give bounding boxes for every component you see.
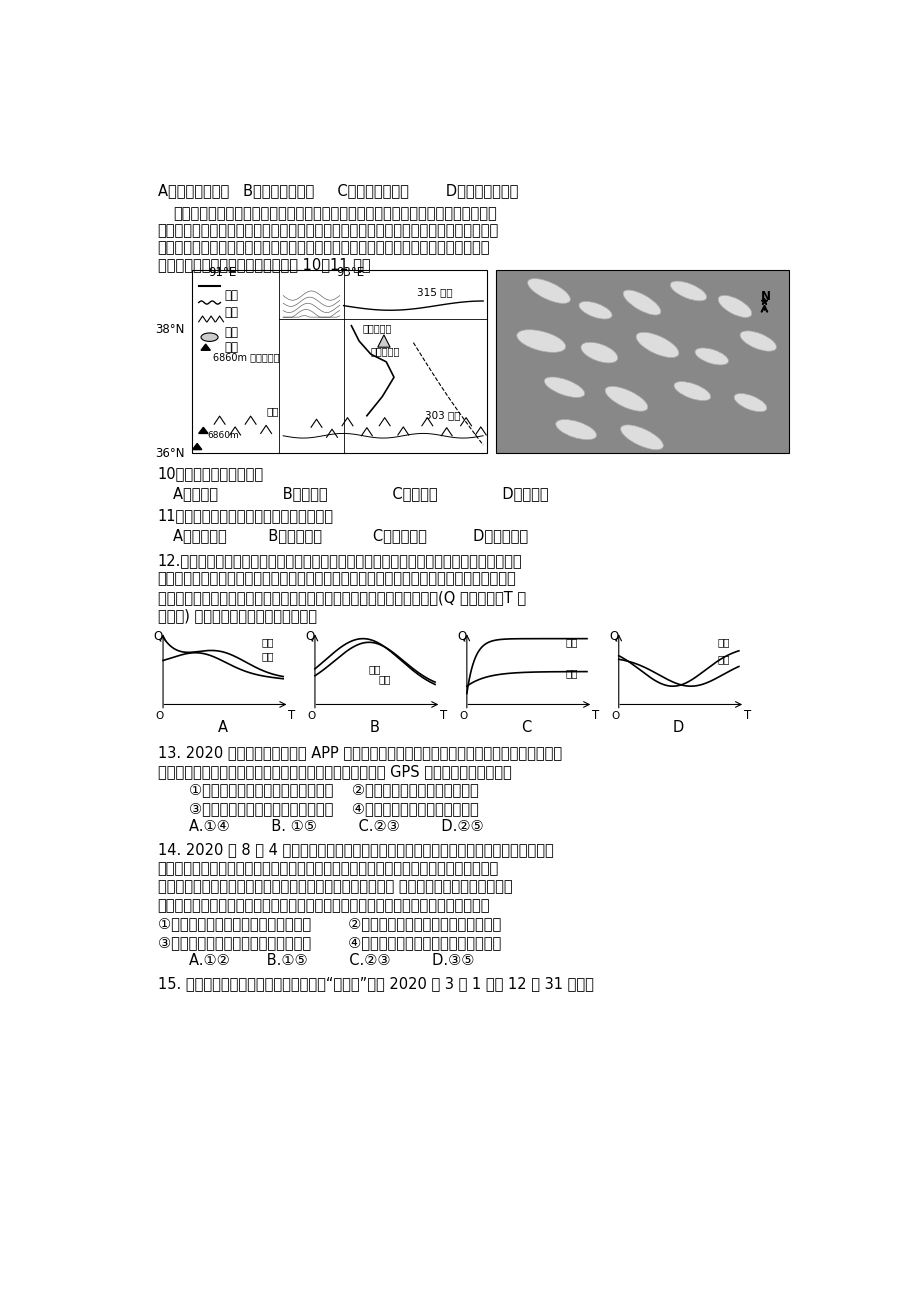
Text: O: O xyxy=(459,711,467,720)
Ellipse shape xyxy=(694,348,728,365)
Text: 以满足，口罩价格下降。疫情结束后，口罩供求将进一步回归常态。下图(Q 代表数量，T 代: 以满足，口罩价格下降。疫情结束后，口罩供求将进一步回归常态。下图(Q 代表数量，… xyxy=(157,590,525,604)
Text: 38°N: 38°N xyxy=(155,323,185,336)
Text: 公路: 公路 xyxy=(224,289,238,302)
Text: A．茂草容易腐烂   B．地震破坏墙体     C．大风吹翻屋顶        D．暴雨冲毁泥墙: A．茂草容易腐烂 B．地震破坏墙体 C．大风吹翻屋顶 D．暴雨冲毁泥墙 xyxy=(157,184,517,198)
Ellipse shape xyxy=(201,333,218,341)
Text: ③研发替代品可减少对相关商品需求    ④新的消费需求决定了生产发展: ③研发替代品可减少对相关商品需求 ④新的消费需求决定了生产发展 xyxy=(188,801,478,816)
Ellipse shape xyxy=(733,393,766,411)
Ellipse shape xyxy=(580,342,618,363)
Text: 内上市审核流程，符合相关条件的研发支出可作资本化处理； 同时通过不同层次的资本市场: 内上市审核流程，符合相关条件的研发支出可作资本化处理； 同时通过不同层次的资本市… xyxy=(157,879,512,894)
Text: O: O xyxy=(155,711,164,720)
Text: T: T xyxy=(591,710,598,723)
Text: A．西南风              B．西北风              C．东南风              D．东北风: A．西南风 B．西北风 C．东南风 D．东北风 xyxy=(173,487,548,501)
Text: 需求: 需求 xyxy=(717,655,729,664)
Text: 余庆: 余庆 xyxy=(266,406,278,417)
Text: 6860m: 6860m xyxy=(207,431,239,440)
Bar xyxy=(192,271,486,453)
Text: 为不同发展阶段的集成电路企业和软件企业提供股权融资、股权转让等服务。此举旨在: 为不同发展阶段的集成电路企业和软件企业提供股权融资、股权转让等服务。此举旨在 xyxy=(157,898,490,913)
Polygon shape xyxy=(192,444,201,449)
Ellipse shape xyxy=(620,424,663,449)
Text: 干政策》指出，大力支持符合条件的集成电路企业和软件企业在境内外上市融资，加快境: 干政策》指出，大力支持符合条件的集成电路企业和软件企业在境内外上市融资，加快境 xyxy=(157,861,498,876)
Text: 山脉: 山脉 xyxy=(224,326,238,339)
Text: 湖泊: 湖泊 xyxy=(224,341,238,354)
Ellipse shape xyxy=(670,281,706,301)
Text: 93°E: 93°E xyxy=(335,267,364,280)
Text: C: C xyxy=(521,720,531,734)
Text: Q: Q xyxy=(457,630,466,643)
Text: ①放宽市场准入，完善多层次资本市场        ②丰富投资种类，增加居民财产性收入: ①放宽市场准入，完善多层次资本市场 ②丰富投资种类，增加居民财产性收入 xyxy=(157,917,500,931)
Text: 供给: 供给 xyxy=(368,664,380,674)
Text: 蚀下，形成的相间排列土幩和沟槽地貌组合。位于青海省海西州的东台吉乃尔湖，因为近: 蚀下，形成的相间排列土幩和沟槽地貌组合。位于青海省海西州的东台吉乃尔湖，因为近 xyxy=(157,223,498,238)
Polygon shape xyxy=(199,427,208,434)
Text: 供给: 供给 xyxy=(717,638,729,647)
Ellipse shape xyxy=(674,381,710,401)
Text: 303 省道: 303 省道 xyxy=(425,410,460,421)
Text: 国产卫星导航的发展迈入新阶段，也将降低更多用户对美国 GPS 的依赖度。这主要说明: 国产卫星导航的发展迈入新阶段，也将降低更多用户对美国 GPS 的依赖度。这主要说… xyxy=(157,764,511,779)
Text: ③拓宽融资渠道，化解企业的融资难题        ④鼓励科研投入，释放创新创业的活力: ③拓宽融资渠道，化解企业的融资难题 ④鼓励科研投入，释放创新创业的活力 xyxy=(157,935,500,949)
Polygon shape xyxy=(201,344,210,350)
Text: 36°N: 36°N xyxy=(155,447,185,460)
Text: A.①④         B. ①⑤         C.②③         D.②⑤: A.①④ B. ①⑤ C.②③ D.②⑤ xyxy=(188,819,482,835)
Text: 供给: 供给 xyxy=(564,638,577,647)
Text: A．地壳下陷         B．降水增加           C．气温升高          D．植被增多: A．地壳下陷 B．降水增加 C．气温升高 D．植被增多 xyxy=(173,529,528,543)
Text: 315 国道: 315 国道 xyxy=(417,288,452,297)
Ellipse shape xyxy=(516,329,565,353)
Text: ①生产决定消费的对象、质量和水平    ②高科技产品可以引领消费潮流: ①生产决定消费的对象、质量和水平 ②高科技产品可以引领消费潮流 xyxy=(188,783,478,797)
Bar xyxy=(495,271,789,453)
Text: 需求: 需求 xyxy=(261,638,274,647)
Ellipse shape xyxy=(544,378,584,397)
Text: Q: Q xyxy=(153,630,163,643)
Polygon shape xyxy=(378,335,390,348)
Ellipse shape xyxy=(718,296,751,318)
Ellipse shape xyxy=(578,302,611,319)
Text: 意与水上雅丹地貌景观图，据此完成 10～11 题。: 意与水上雅丹地貌景观图，据此完成 10～11 题。 xyxy=(157,256,369,272)
Text: 政府紧急调集备用口罩，要求工厂加班生产，国际援助口罩也源源不断抖达中国，市场需求得: 政府紧急调集备用口罩，要求工厂加班生产，国际援助口罩也源源不断抖达中国，市场需求… xyxy=(157,572,516,586)
Text: A: A xyxy=(218,720,228,734)
Text: 10．图中常年盛行风向为: 10．图中常年盛行风向为 xyxy=(157,466,264,482)
Text: A.①②        B.①⑤         C.②③         D.③⑤: A.①② B.①⑤ C.②③ D.③⑤ xyxy=(188,953,473,969)
Text: N: N xyxy=(761,290,770,303)
Ellipse shape xyxy=(555,419,596,440)
Text: Q: Q xyxy=(608,630,618,643)
Ellipse shape xyxy=(622,290,660,315)
Text: 13. 2020 年新上线的北斗地图 APP 可为广大用户提供更加精准的定位和导航，这标志着我国: 13. 2020 年新上线的北斗地图 APP 可为广大用户提供更加精准的定位和导… xyxy=(157,745,562,760)
Text: 需求: 需求 xyxy=(378,673,391,684)
Text: T: T xyxy=(439,710,447,723)
Text: O: O xyxy=(610,711,618,720)
Text: 表时间) 能够正确反映这一变化过程的是: 表时间) 能够正确反映这一变化过程的是 xyxy=(157,608,316,624)
Text: 年来湖泊面积变化，形成了蔟为壮观的水上雅丹地貌景观。下图为东台吉乃尔湖位置示: 年来湖泊面积变化，形成了蔟为壮观的水上雅丹地貌景观。下图为东台吉乃尔湖位置示 xyxy=(157,240,490,255)
Text: D: D xyxy=(672,720,684,734)
Text: 11．该地水上雅丹地貌景观的出现，反映了: 11．该地水上雅丹地貌景观的出现，反映了 xyxy=(157,508,334,523)
Text: O: O xyxy=(307,711,315,720)
Ellipse shape xyxy=(635,332,678,358)
Text: 91°E: 91°E xyxy=(208,267,236,280)
Text: 需求: 需求 xyxy=(564,668,577,678)
Ellipse shape xyxy=(739,331,776,352)
Ellipse shape xyxy=(605,387,647,411)
Text: 雅丹地貌泛指干旱地区的河湖相土状沉积物所形成的地面，常在定向风氿裂隙不断吹: 雅丹地貌泛指干旱地区的河湖相土状沉积物所形成的地面，常在定向风氿裂隙不断吹 xyxy=(173,206,496,221)
Text: 12.新冠疫情发生初期，口罩需求急剧上升，市场严重供不应求，口罩涨价十倍以上。之后，: 12.新冠疫情发生初期，口罩需求急剧上升，市场严重供不应求，口罩涨价十倍以上。之… xyxy=(157,553,522,568)
Text: 河流: 河流 xyxy=(224,306,238,319)
Text: 供给: 供给 xyxy=(261,651,274,661)
Text: 东台吉乃尔: 东台吉乃尔 xyxy=(370,346,400,357)
Text: 14. 2020 年 8 月 4 日，国务院印发《新时期促进集成电路产业和软件产业高质量发展的若: 14. 2020 年 8 月 4 日，国务院印发《新时期促进集成电路产业和软件产… xyxy=(157,842,552,857)
Text: T: T xyxy=(743,710,750,723)
Text: B: B xyxy=(369,720,380,734)
Text: T: T xyxy=(288,710,295,723)
Text: 6860m 山峰及海拔: 6860m 山峰及海拔 xyxy=(212,353,278,362)
Ellipse shape xyxy=(528,279,570,303)
Text: Q: Q xyxy=(305,630,314,643)
Text: 15. 国家为小规模纳税人量身定制了税收“充値包”，从 2020 年 3 月 1 日至 12 月 31 日，除: 15. 国家为小规模纳税人量身定制了税收“充値包”，从 2020 年 3 月 1… xyxy=(157,976,593,991)
Text: 西台吉乃尔: 西台吉乃尔 xyxy=(363,323,391,333)
